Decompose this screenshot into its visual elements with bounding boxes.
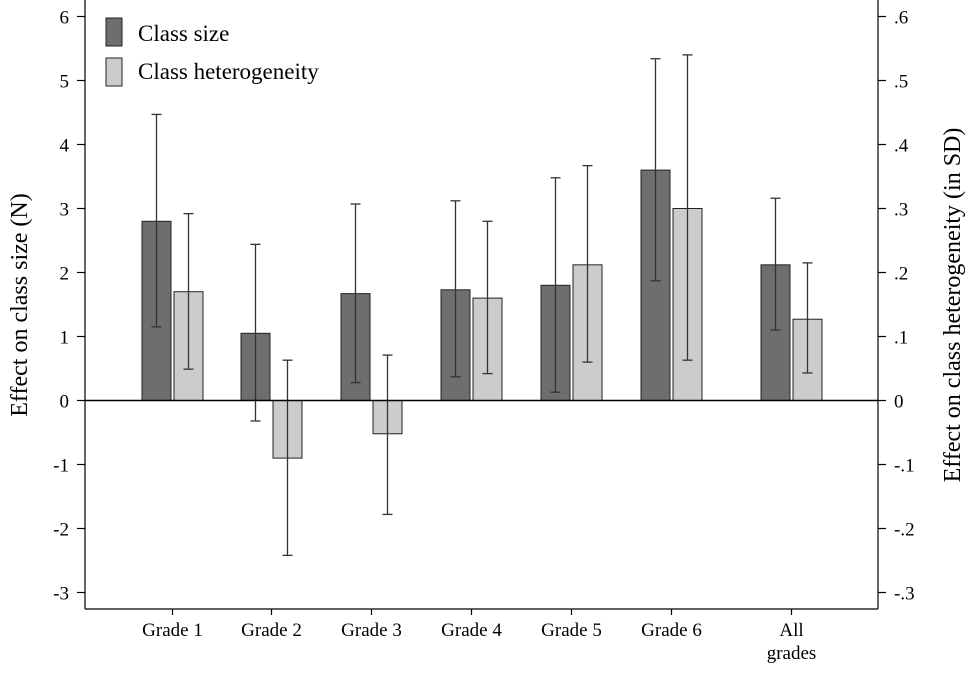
category-label: Grade 5 [541, 620, 602, 641]
category-label: Grade 1 [142, 620, 203, 641]
plot-frame [84, 0, 879, 610]
category-label: Grade 4 [441, 620, 502, 641]
right-tick-label: .5 [894, 72, 908, 93]
category-label: Grade 2 [241, 620, 302, 641]
category-label: grades [767, 643, 817, 664]
legend-label-class-heterogeneity: Class heterogeneity [138, 59, 319, 84]
bar-class-size [760, 264, 791, 401]
right-tick-label: .2 [894, 264, 908, 285]
legend-label-class-size: Class size [138, 21, 229, 46]
legend-swatch-class-size [105, 17, 123, 47]
y-axis-title-right: Effect on class heterogeneity (in SD) [940, 128, 966, 483]
right-tick-label: -.2 [894, 520, 915, 541]
left-tick-label: 5 [60, 72, 70, 93]
left-tick-label: 1 [60, 328, 70, 349]
y-axis-title-left: Effect on class size (N) [7, 193, 33, 416]
category-label: Grade 6 [641, 620, 702, 641]
left-tick-label: 2 [60, 264, 70, 285]
right-tick-label: .4 [894, 136, 909, 157]
x-axis-categories: Grade 1 Grade 2 Grade 3 Grade 4 Grade 5 Grade… [142, 609, 816, 664]
right-tick-label: -.3 [894, 584, 915, 605]
right-tick-label: -.1 [894, 456, 915, 477]
left-tick-label: 3 [60, 200, 70, 221]
category-label: All [779, 620, 803, 641]
right-tick-label: .3 [894, 200, 908, 221]
legend: Class size Class heterogeneity [105, 17, 319, 87]
legend-swatch-class-heterogeneity [105, 57, 123, 87]
left-tick-label: -2 [53, 520, 69, 541]
right-tick-label: .1 [894, 328, 908, 349]
category-label: Grade 3 [341, 620, 402, 641]
error-bars [151, 54, 813, 557]
left-tick-label: 0 [60, 392, 70, 413]
left-tick-label: 6 [60, 8, 70, 29]
right-tick-label: 0 [894, 392, 904, 413]
left-tick-label: -1 [53, 456, 69, 477]
bars [141, 169, 823, 459]
left-y-axis: -3 -2 -1 0 1 2 3 4 5 6 [53, 8, 85, 605]
left-tick-label: 4 [60, 136, 70, 157]
right-tick-label: .6 [894, 8, 908, 29]
left-tick-label: -3 [53, 584, 69, 605]
right-y-axis: -.3 -.2 -.1 0 .1 .2 .3 .4 .5 .6 [878, 8, 915, 605]
